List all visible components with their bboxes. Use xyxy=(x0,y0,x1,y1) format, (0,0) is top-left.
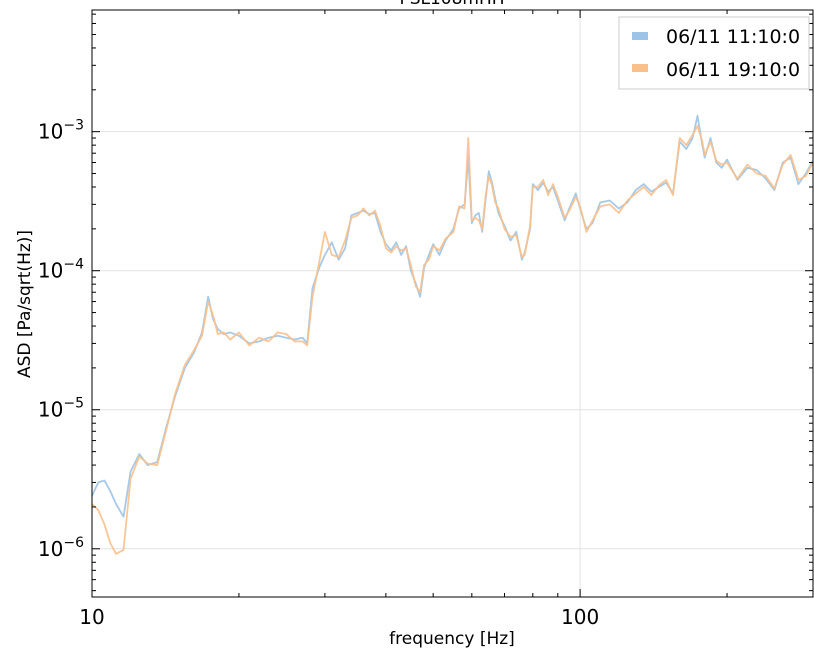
legend-swatch-series-2 xyxy=(632,64,648,72)
y-tick-labels: 10−6 10−5 10−4 10−3 xyxy=(38,118,84,561)
y-tick-label: 10−5 xyxy=(38,396,84,422)
legend-label-series-2: 06/11 19:10:0 xyxy=(666,59,800,81)
plot-frame xyxy=(91,9,814,598)
legend-box xyxy=(618,16,810,90)
x-tick-label: 100 xyxy=(561,605,599,629)
y-tick-label: 10−4 xyxy=(38,257,84,283)
y-axis-label: ASD [Pa/sqrt(Hz)] xyxy=(15,230,35,378)
y-tick-label: 10−6 xyxy=(38,535,84,561)
series-layer xyxy=(91,114,814,555)
legend-label-series-1: 06/11 11:10:0 xyxy=(666,26,800,48)
legend: 06/11 11:10:0 06/11 19:10:0 xyxy=(618,16,810,90)
series-line-1 xyxy=(91,114,814,518)
series-line-2 xyxy=(91,125,814,555)
x-tick-labels: 10 100 xyxy=(79,605,599,629)
legend-swatch-series-1 xyxy=(632,32,648,40)
chart-title: PSL108mHH xyxy=(399,0,504,9)
x-tick-label: 10 xyxy=(79,605,104,629)
tick-marks xyxy=(91,10,814,597)
x-axis-label: frequency [Hz] xyxy=(389,629,515,649)
y-tick-label: 10−3 xyxy=(38,118,84,144)
grid-lines xyxy=(92,10,813,597)
